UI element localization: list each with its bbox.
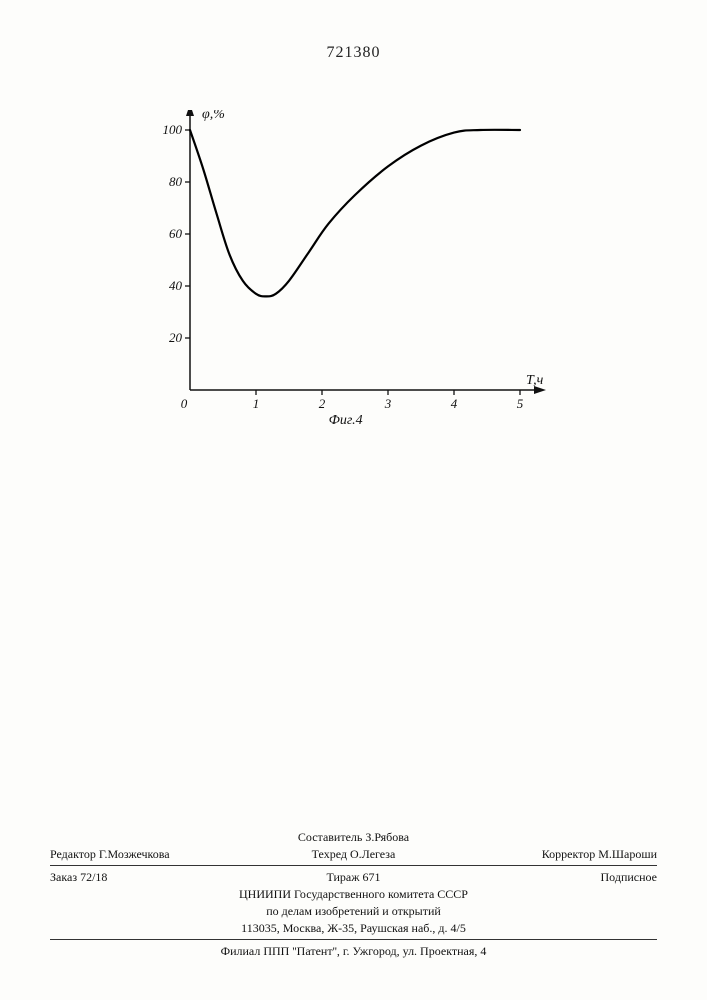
org-line1: ЦНИИПИ Государственного комитета СССР (50, 886, 657, 903)
divider (50, 939, 657, 940)
address: 113035, Москва, Ж-35, Раушская наб., д. … (50, 920, 657, 937)
document-number: 721380 (0, 44, 707, 62)
tirazh-label: Тираж (326, 870, 359, 884)
svg-text:φ,%: φ,% (202, 110, 225, 122)
org-line2: по делам изобретений и открытий (50, 903, 657, 920)
chart-fig4: 20 40 60 80 100 0 1 2 3 4 5 φ,% Т,ч Фиг.4 (150, 110, 550, 440)
svg-text:3: 3 (384, 396, 392, 411)
svg-text:2: 2 (319, 396, 326, 411)
svg-text:Фиг.4: Фиг.4 (329, 413, 363, 428)
svg-text:60: 60 (169, 226, 183, 241)
svg-text:1: 1 (253, 396, 260, 411)
order-label: Заказ (50, 870, 77, 884)
tirazh-value: 671 (363, 870, 381, 884)
svg-text:100: 100 (163, 122, 183, 137)
svg-text:40: 40 (169, 278, 183, 293)
branch-line: Филиал ППП ''Патент'', г. Ужгород, ул. П… (50, 943, 657, 960)
svg-text:5: 5 (517, 396, 524, 411)
compiler-label: Составитель (298, 830, 362, 844)
compiler-name: З.Рябова (365, 830, 409, 844)
subscription-label: Подписное (601, 870, 658, 884)
footer-block: Составитель З.Рябова Редактор Г.Мозжечко… (50, 829, 657, 960)
techred-label: Техред (312, 847, 347, 861)
editor-label: Редактор (50, 847, 96, 861)
svg-text:0: 0 (181, 396, 188, 411)
svg-text:Т,ч: Т,ч (526, 373, 544, 388)
corrector-label: Корректор (542, 847, 596, 861)
techred-name: О.Легеза (350, 847, 395, 861)
svg-text:20: 20 (169, 330, 183, 345)
svg-text:80: 80 (169, 174, 183, 189)
editor-name: Г.Мозжечкова (99, 847, 170, 861)
svg-text:4: 4 (451, 396, 458, 411)
divider (50, 865, 657, 866)
order-value: 72/18 (80, 870, 107, 884)
corrector-name: М.Шароши (598, 847, 657, 861)
